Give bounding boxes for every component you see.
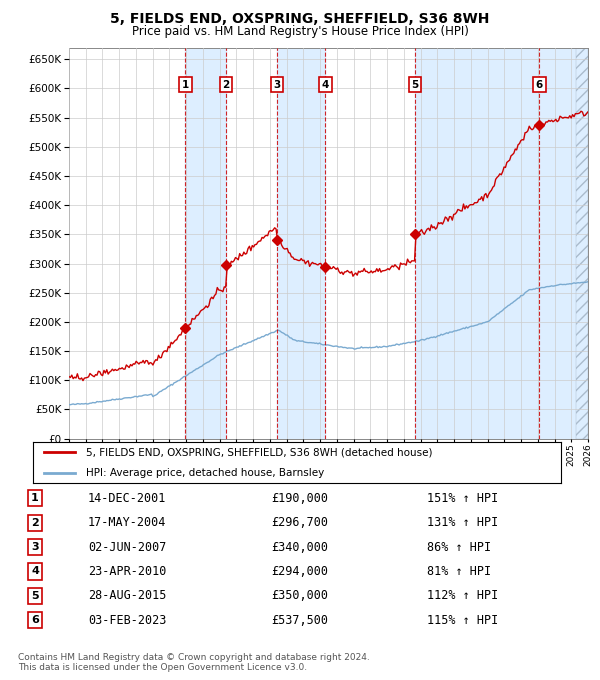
Text: £340,000: £340,000 <box>271 541 329 554</box>
Text: 4: 4 <box>31 566 39 577</box>
Text: 17-MAY-2004: 17-MAY-2004 <box>88 516 166 529</box>
Text: Contains HM Land Registry data © Crown copyright and database right 2024.
This d: Contains HM Land Registry data © Crown c… <box>18 653 370 673</box>
Text: 5: 5 <box>31 591 39 601</box>
Text: 5, FIELDS END, OXSPRING, SHEFFIELD, S36 8WH (detached house): 5, FIELDS END, OXSPRING, SHEFFIELD, S36 … <box>86 447 432 457</box>
Bar <box>185 48 226 439</box>
Text: 1: 1 <box>31 494 39 503</box>
Text: 1: 1 <box>182 80 189 90</box>
Text: 28-AUG-2015: 28-AUG-2015 <box>88 590 166 602</box>
Text: 14-DEC-2001: 14-DEC-2001 <box>88 492 166 505</box>
Bar <box>539 48 588 439</box>
Text: 81% ↑ HPI: 81% ↑ HPI <box>427 565 491 578</box>
Text: 86% ↑ HPI: 86% ↑ HPI <box>427 541 491 554</box>
Text: £537,500: £537,500 <box>271 614 329 627</box>
Text: 131% ↑ HPI: 131% ↑ HPI <box>427 516 498 529</box>
Text: 03-FEB-2023: 03-FEB-2023 <box>88 614 166 627</box>
Text: 3: 3 <box>31 542 39 552</box>
Text: 3: 3 <box>273 80 281 90</box>
Text: £294,000: £294,000 <box>271 565 329 578</box>
Text: 02-JUN-2007: 02-JUN-2007 <box>88 541 166 554</box>
Text: £350,000: £350,000 <box>271 590 329 602</box>
Bar <box>415 48 539 439</box>
Bar <box>277 48 325 439</box>
Text: 115% ↑ HPI: 115% ↑ HPI <box>427 614 498 627</box>
Text: 2: 2 <box>31 517 39 528</box>
Text: 23-APR-2010: 23-APR-2010 <box>88 565 166 578</box>
Text: 112% ↑ HPI: 112% ↑ HPI <box>427 590 498 602</box>
Text: 4: 4 <box>322 80 329 90</box>
Text: £190,000: £190,000 <box>271 492 329 505</box>
Text: 2: 2 <box>223 80 230 90</box>
Text: 5, FIELDS END, OXSPRING, SHEFFIELD, S36 8WH: 5, FIELDS END, OXSPRING, SHEFFIELD, S36 … <box>110 12 490 27</box>
Text: HPI: Average price, detached house, Barnsley: HPI: Average price, detached house, Barn… <box>86 468 324 477</box>
Text: 6: 6 <box>536 80 543 90</box>
Text: £296,700: £296,700 <box>271 516 329 529</box>
Text: 6: 6 <box>31 615 39 625</box>
Text: 5: 5 <box>411 80 418 90</box>
Text: Price paid vs. HM Land Registry's House Price Index (HPI): Price paid vs. HM Land Registry's House … <box>131 25 469 38</box>
Bar <box>576 48 588 439</box>
Text: 151% ↑ HPI: 151% ↑ HPI <box>427 492 498 505</box>
